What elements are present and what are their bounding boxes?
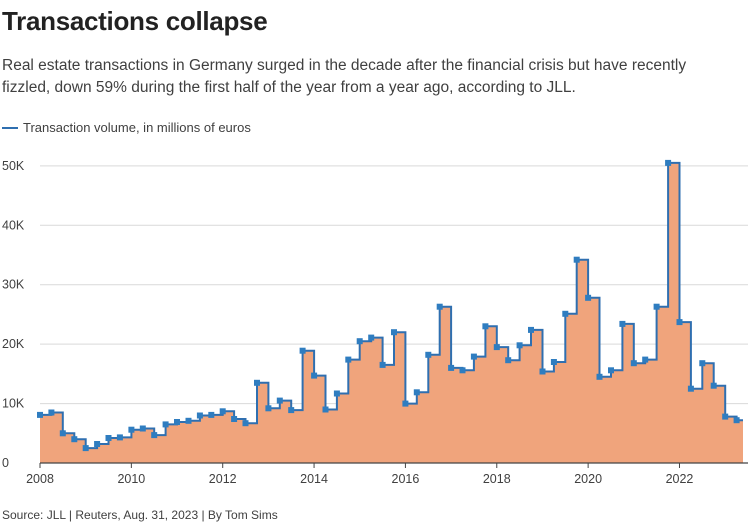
data-point [596,373,603,380]
data-point [550,359,557,365]
data-point [356,338,363,345]
data-point [345,356,352,363]
legend-label: Transaction volume, in millions of euros [23,120,251,135]
data-point [413,389,420,396]
data-point [128,426,135,433]
x-tick-label: 2014 [300,472,328,486]
data-point [219,408,226,415]
data-point [185,417,192,424]
x-tick-label: 2016 [392,472,420,486]
data-point [733,417,740,424]
data-point [333,390,340,397]
y-tick-label: 30K [2,278,25,292]
x-tick-label: 2010 [117,472,145,486]
data-point [516,342,523,349]
data-point [630,360,637,367]
data-point [391,329,397,336]
y-tick-label: 40K [2,218,25,232]
data-point [174,419,180,425]
data-point [493,344,500,351]
data-point [254,379,260,386]
data-point [162,421,169,428]
data-point [94,441,101,447]
source-note: Source: JLL | Reuters, Aug. 31, 2023 | B… [2,508,278,522]
x-tick-label: 2022 [666,472,694,486]
data-point [288,407,295,414]
data-point [539,368,546,375]
data-point [448,364,455,371]
series-area [40,161,743,463]
data-point [196,412,203,419]
data-point [665,159,672,166]
data-point [436,303,443,310]
data-point [71,436,78,443]
y-tick-label: 10K [2,397,25,411]
area-fill [40,162,743,463]
data-point [585,294,592,301]
data-point [676,319,683,326]
y-tick-label: 0 [2,456,9,470]
data-point [573,256,580,263]
data-point [562,310,569,317]
axes: 0 10K 20K 30K 40K 50K 2008 2010 2012 2014 2016 2018… [2,159,748,486]
data-point [37,411,43,418]
data-point [505,357,512,364]
data-point [231,416,238,422]
data-point [59,430,66,437]
data-point [242,420,249,427]
data-point [48,409,55,416]
data-point [299,347,306,354]
data-point [722,413,729,420]
y-tick-label: 50K [2,159,25,173]
data-point [470,353,477,360]
data-point [528,326,534,333]
x-tick-label: 2018 [483,472,511,486]
data-point [379,361,386,368]
series-markers [37,159,740,452]
chart-title: Transactions collapse [2,6,268,36]
legend-swatch [2,126,18,129]
data-point [459,367,466,374]
data-point [687,385,694,392]
data-point [482,323,489,330]
data-point [425,351,432,358]
data-point [710,382,717,389]
x-tick-label: 2012 [209,472,237,486]
y-tick-label: 20K [2,337,25,351]
data-point [208,411,215,418]
chart-subtitle: Real estate transactions in Germany surg… [2,57,687,96]
data-point [311,372,318,379]
data-point [105,435,112,441]
data-point [642,356,649,363]
data-point [368,334,375,341]
data-point [608,367,614,374]
data-point [322,406,329,413]
series-line [40,161,743,450]
data-point [619,320,626,327]
data-point [265,405,272,412]
data-point [82,445,89,452]
data-point [276,397,283,404]
legend: Transaction volume, in millions of euros [2,120,251,135]
data-point [116,434,123,441]
data-point [402,400,409,407]
data-point [139,425,146,432]
x-tick-label: 2020 [574,472,602,486]
data-point [653,303,660,310]
data-point [151,432,158,439]
data-point [699,360,706,367]
x-tick-label: 2008 [26,472,54,486]
